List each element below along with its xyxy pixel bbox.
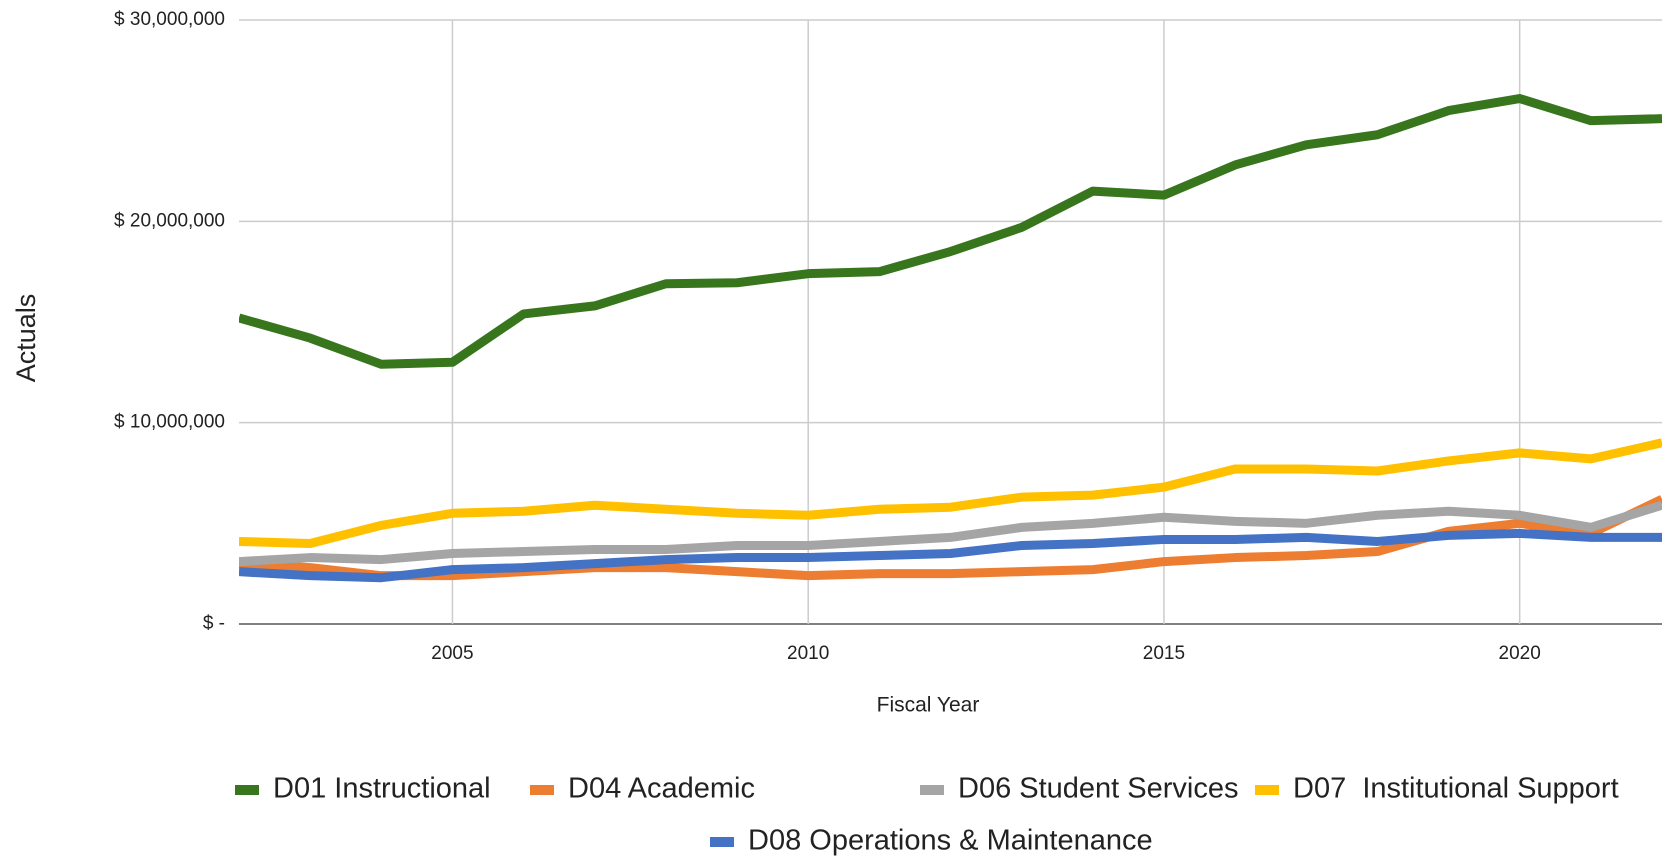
series-line — [239, 500, 1662, 567]
plot-area — [239, 94, 1662, 583]
legend-swatch — [530, 785, 554, 795]
y-tick-label: $ 10,000,000 — [114, 412, 225, 433]
x-axis-label: Fiscal Year — [877, 694, 980, 717]
x-tick-label: 2015 — [1143, 643, 1185, 664]
y-tick-label: $ 30,000,000 — [114, 9, 225, 30]
y-tick-label: $ 20,000,000 — [114, 210, 225, 231]
legend-label: D04 Academic — [568, 773, 755, 805]
x-tick-label: 2020 — [1499, 643, 1541, 664]
legend-label: D06 Student Services — [958, 773, 1238, 805]
legend-swatch — [920, 785, 944, 795]
legend-swatch — [235, 785, 259, 795]
x-tick-label: 2010 — [787, 643, 829, 664]
y-axis-label: Actuals — [11, 294, 41, 383]
legend-label: D07 Institutional Support — [1293, 773, 1619, 805]
x-tick-label: 2005 — [431, 643, 473, 664]
series-line — [239, 94, 1662, 369]
legend-swatch — [1255, 785, 1279, 795]
legend-swatch — [710, 837, 734, 847]
legend-label: D08 Operations & Maintenance — [748, 825, 1153, 857]
series-line — [239, 438, 1662, 548]
series-line — [239, 528, 1662, 583]
y-tick-label: $ - — [203, 613, 225, 634]
legend-label: D01 Instructional — [273, 773, 491, 805]
